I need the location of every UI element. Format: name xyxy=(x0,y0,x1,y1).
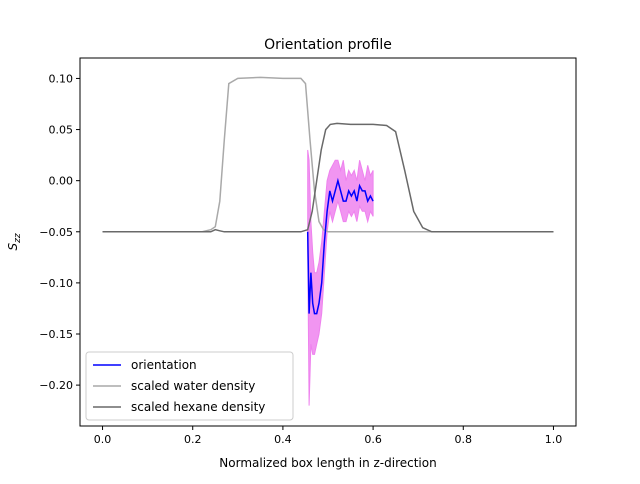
x-tick-label: 0.6 xyxy=(364,433,382,446)
plot-frame xyxy=(79,57,577,427)
y-tick-label: −0.10 xyxy=(39,277,73,290)
legend-label-scaled-hexane-density: scaled hexane density xyxy=(131,400,265,414)
error-bands xyxy=(307,149,374,406)
series-line-orientation xyxy=(306,177,374,315)
x-tick-label: 0.0 xyxy=(94,433,112,446)
legend-label-scaled-water-density: scaled water density xyxy=(131,379,255,393)
x-tick-label: 0.2 xyxy=(184,433,202,446)
error-band-orientation xyxy=(307,149,374,406)
y-tick-label: −0.20 xyxy=(39,379,73,392)
series-line-scaled-water-density xyxy=(102,76,554,233)
x-tick-label: 1.0 xyxy=(545,433,563,446)
legend-box xyxy=(85,351,294,421)
series-lines xyxy=(102,76,554,315)
x-axis-ticks: 0.0 0.2 0.4 0.6 0.8 1.0 xyxy=(94,426,562,446)
y-axis-ticks: 0.10 0.05 0.00 −0.05 −0.10 −0.15 −0.20 xyxy=(39,72,80,392)
legend: orientation scaled water density scaled he… xyxy=(85,351,294,421)
y-tick-label: −0.05 xyxy=(39,226,73,239)
chart-title: Orientation profile xyxy=(264,37,392,53)
x-tick-label: 0.8 xyxy=(455,433,473,446)
y-tick-label: −0.15 xyxy=(39,328,73,341)
y-tick-label: 0.00 xyxy=(49,175,74,188)
y-tick-label: 0.10 xyxy=(49,72,74,85)
x-tick-label: 0.4 xyxy=(274,433,292,446)
series-line-scaled-hexane-density xyxy=(102,122,554,233)
y-tick-label: 0.05 xyxy=(49,124,74,137)
legend-label-orientation: orientation xyxy=(131,358,197,372)
x-axis-label: Normalized box length in z-direction xyxy=(219,456,436,470)
